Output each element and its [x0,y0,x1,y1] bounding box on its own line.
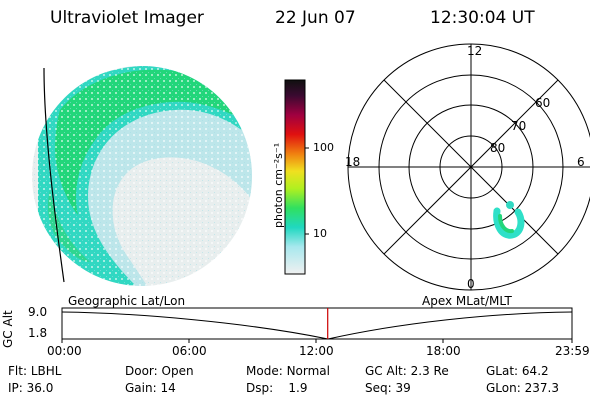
lat-label-70: 70 [511,119,527,133]
polar-plot [347,43,590,291]
status-door: Door: Open [125,364,194,378]
date-label: 22 Jun 07 [275,8,356,28]
terminator-line [43,67,65,283]
status-gc-alt: GC Alt: 2.3 Re [365,364,449,378]
timeline-ytick-high: 9.0 [28,305,48,319]
status-glon: GLon: 237.3 [486,381,559,395]
timeline-xtick-1200: 12:00 [299,344,334,358]
timeline-ytick-low: 1.8 [28,326,48,340]
status-gain: Gain: 14 [125,381,176,395]
timeline-xtick-0600: 06:00 [172,344,207,358]
polar-aurora-patch [493,201,525,239]
status-dsp: Dsp: 1.9 [246,381,308,395]
instrument-title: Ultraviolet Imager [50,8,204,28]
timeline-xtick-0000: 00:00 [47,344,82,358]
gc-alt-curve [61,311,573,340]
mlt-label-bottom: 0 [467,277,475,291]
status-seq: Seq: 39 [365,381,411,395]
mlt-label-right: 6 [577,155,585,169]
status-flt: Flt: LBHL [8,364,62,378]
colorbar [284,79,309,275]
lat-label-60: 60 [535,96,551,110]
mlt-label-left: 18 [345,155,361,169]
lat-label-80: 80 [490,141,506,155]
mlt-label-top: 12 [467,44,483,58]
uv-image-disc [32,66,252,286]
colorbar-tick-100: 100 [313,141,334,154]
time-label: 12:30:04 UT [430,8,535,28]
status-ip: IP: 36.0 [8,381,54,395]
timeline-xtick-1800: 18:00 [426,344,461,358]
status-mode: Mode: Normal [246,364,330,378]
colorbar-tick-10: 10 [313,227,327,240]
timeline-frame [61,307,573,340]
status-glat: GLat: 64.2 [486,364,549,378]
timeline-left-label: Geographic Lat/Lon [68,294,186,308]
timeline-right-label: Apex MLat/MLT [422,294,512,308]
timeline-xtick-2359: 23:59 [555,344,590,358]
